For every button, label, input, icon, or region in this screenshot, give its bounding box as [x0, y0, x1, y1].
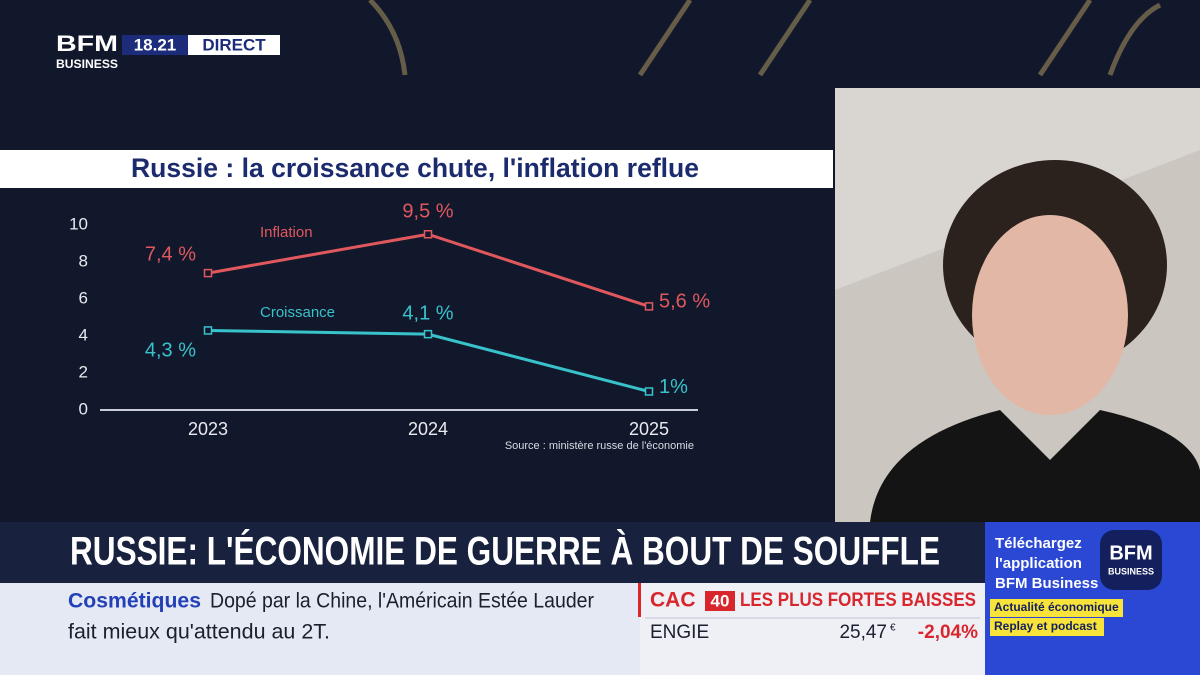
time-box: [122, 35, 188, 55]
promo-logo: [1100, 530, 1162, 590]
stock: ENGIE: [650, 622, 709, 643]
value-label: 5,6 %: [659, 291, 710, 313]
series-name: Croissance: [260, 304, 335, 321]
ticker-text: Dopé par la Chine, l'Américain Estée Lau…: [210, 590, 594, 613]
time: 18.21: [134, 35, 177, 54]
promo-logo-text: BFM: [1109, 542, 1152, 564]
index-box: [705, 591, 735, 611]
source: Source : ministère russe de l'économie: [505, 440, 694, 452]
chart: 0 2 4 6 8 10 2023 2024 2025 Inflation 7,4 % 9,5 % 5,…: [69, 201, 710, 439]
promo-text: BFM Business: [995, 575, 1098, 592]
point: [203, 268, 213, 278]
headline-band: [0, 522, 985, 583]
y-tick-label: 6: [79, 288, 88, 307]
point: [423, 329, 433, 339]
price: 25,47: [839, 622, 887, 643]
currency: €: [890, 623, 896, 634]
divider: [638, 583, 641, 617]
live: DIRECT: [202, 35, 266, 54]
logo-sub: BUSINESS: [56, 57, 118, 71]
market-index: CAC: [650, 589, 696, 612]
face: [972, 215, 1128, 415]
value-label: 7,4 %: [145, 243, 196, 265]
y-tick-label: 4: [79, 325, 88, 344]
promo-text: l'application: [995, 555, 1082, 572]
tag: [990, 618, 1104, 636]
y-tick-label: 0: [79, 399, 88, 418]
promo-text: Téléchargez: [995, 535, 1082, 552]
promo: [985, 522, 1200, 675]
jacket: [870, 410, 1200, 522]
headline: RUSSIE: L'ÉCONOMIE DE GUERRE À BOUT DE S…: [70, 529, 940, 574]
value-label: 1%: [659, 376, 688, 398]
value-label: 9,5 %: [402, 201, 453, 223]
value-label: 4,3 %: [145, 340, 196, 362]
title-band: [0, 150, 833, 188]
x-tick-label: 2023: [188, 419, 228, 439]
logo: BFM: [56, 31, 118, 56]
chart-title: Russie : la croissance chute, l'inflatio…: [131, 153, 699, 183]
point: [203, 326, 213, 335]
series-name: Inflation: [260, 224, 313, 241]
point: [423, 230, 433, 239]
promo-logo-sub: BUSINESS: [1108, 566, 1154, 576]
market-band: [640, 583, 985, 675]
live-box: [188, 35, 280, 55]
point: [644, 387, 654, 396]
ticker-text: fait mieux qu'attendu au 2T.: [68, 621, 330, 644]
ticker-band: [0, 583, 640, 675]
y-tick-label: 8: [79, 251, 88, 270]
y-tick-label: 2: [79, 362, 88, 381]
x-tick-label: 2024: [408, 419, 448, 439]
y-tick-label: 10: [69, 214, 88, 233]
change: -2,04%: [918, 622, 978, 643]
market-index-num: 40: [711, 591, 730, 610]
x-tick-label: 2025: [629, 419, 669, 439]
decor: [368, 0, 1162, 77]
ticker-topic: Cosmétiques: [68, 590, 201, 613]
point: [644, 302, 654, 311]
tag-text: Replay et podcast: [994, 619, 1097, 633]
tag: [990, 599, 1123, 617]
value-label: 4,1 %: [402, 302, 453, 324]
market-heading: LES PLUS FORTES BAISSES: [740, 590, 976, 611]
tag-text: Actualité économique: [994, 600, 1119, 614]
